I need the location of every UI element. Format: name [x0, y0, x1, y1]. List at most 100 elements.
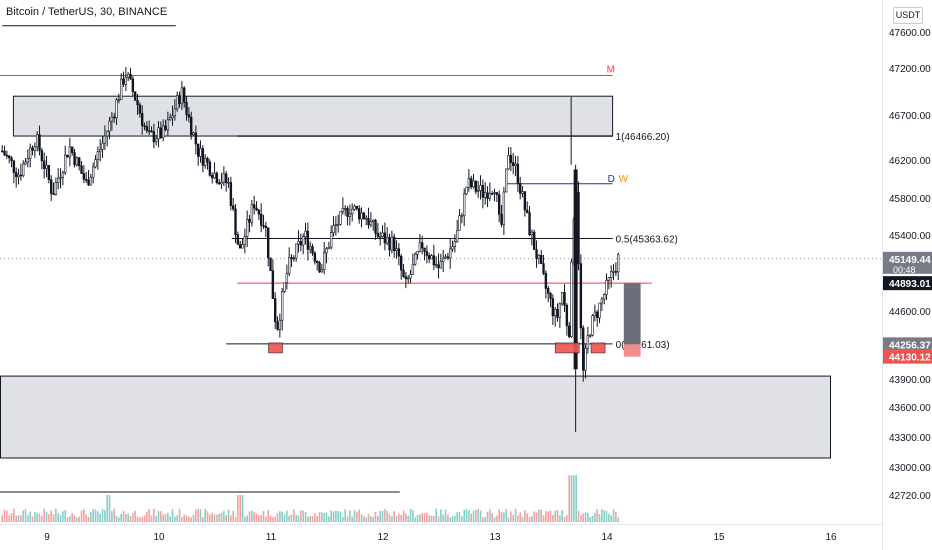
volume-bar — [589, 517, 591, 522]
candle-body — [148, 130, 151, 133]
volume-bar — [258, 515, 260, 522]
candle-body — [493, 192, 496, 194]
candle-body — [325, 248, 328, 254]
candle-body — [113, 116, 116, 119]
volume-bar — [223, 510, 225, 522]
candle-body — [204, 157, 207, 166]
candle-body — [511, 162, 515, 166]
candle-body — [525, 209, 529, 213]
candle-body — [197, 143, 200, 157]
volume-bar — [3, 509, 6, 522]
candle-body — [553, 309, 557, 317]
volume-bar — [234, 516, 237, 522]
volume-bar — [428, 515, 430, 522]
volume-bar — [197, 508, 199, 522]
candle-body — [448, 248, 452, 259]
volume-bar — [136, 516, 139, 522]
volume-bar — [153, 508, 155, 522]
candle-body — [584, 347, 587, 371]
candle-body — [236, 234, 240, 245]
candle-body — [26, 158, 30, 163]
candle-body — [106, 130, 109, 137]
candle-body — [143, 125, 146, 127]
candle-body — [397, 248, 401, 257]
volume-bar — [1, 515, 3, 522]
candle-body — [297, 241, 300, 245]
candle-body — [56, 177, 60, 183]
candle-body — [521, 191, 524, 194]
volume-bar — [339, 511, 342, 522]
volume-bar — [43, 508, 45, 522]
price-label-text: 44130.12 — [889, 353, 931, 364]
volume-bar — [38, 513, 41, 522]
candle-body — [507, 155, 510, 170]
chart-title: Bitcoin / TetherUS, 30, BINANCE — [6, 6, 168, 18]
volume-bar — [433, 515, 435, 522]
price-tick-label: 45400.00 — [889, 231, 931, 242]
volume-bar — [426, 512, 428, 522]
volume-bar — [108, 495, 111, 522]
volume-bar — [143, 515, 146, 522]
candle-body — [304, 230, 307, 238]
volume-bar — [563, 516, 566, 522]
candle-body — [66, 154, 69, 158]
candle-body — [12, 160, 16, 173]
price-label-subtext: 00:48 — [893, 265, 916, 275]
volume-bar — [232, 510, 234, 522]
candle-body — [441, 257, 445, 262]
candle-body — [563, 292, 566, 306]
volume-bar — [514, 508, 517, 522]
volume-bar — [449, 517, 451, 522]
candle-body — [602, 294, 606, 300]
candle-body — [614, 271, 618, 273]
candle-body — [616, 254, 620, 273]
volume-bar — [272, 517, 274, 522]
time-tick-label: 9 — [44, 532, 50, 543]
volume-bar — [363, 515, 365, 522]
volume-bar — [414, 517, 416, 522]
volume-bar — [150, 515, 153, 522]
volume-bar — [225, 515, 227, 522]
currency-button[interactable]: USDT — [893, 7, 923, 24]
time-tick-label: 11 — [266, 532, 277, 543]
volume-bar — [29, 511, 31, 522]
volume-bar — [87, 516, 90, 522]
volume-bar — [286, 510, 288, 522]
candle-body — [68, 146, 72, 158]
volume-bar — [388, 514, 391, 522]
volume-bar — [288, 515, 290, 522]
volume-bar — [587, 512, 589, 522]
candle-body — [467, 178, 471, 188]
candles-layer — [0, 66, 620, 432]
volume-bar — [279, 511, 281, 522]
candle-body — [332, 225, 335, 234]
candle-body — [607, 277, 611, 281]
volume-bar — [463, 509, 465, 522]
candle-body — [609, 271, 613, 278]
candle-body — [262, 225, 265, 227]
candle-body — [145, 126, 149, 132]
price-axis[interactable]: 47600.00 47200.00 46700.00 46200.00 45800.00… — [882, 0, 932, 550]
volume-bar — [517, 515, 519, 522]
candle-body — [155, 138, 158, 143]
candle-body — [364, 217, 368, 220]
candle-body — [586, 335, 590, 349]
candle-body — [173, 108, 177, 117]
candle-body — [75, 157, 79, 166]
candle-body — [488, 193, 492, 199]
candle-body — [89, 176, 93, 186]
volume-bar — [447, 514, 449, 522]
candle-body — [381, 232, 384, 237]
volume-bar — [321, 512, 323, 522]
candle-body — [502, 191, 506, 225]
volume-bar — [598, 514, 601, 522]
candle-body — [192, 132, 195, 136]
candle-body — [243, 236, 247, 245]
volume-bar — [171, 509, 174, 522]
candle-body — [301, 236, 305, 246]
time-axis[interactable]: 9 10 11 12 13 14 15 16 — [0, 524, 882, 544]
price-tick-label: 44600.00 — [889, 307, 931, 318]
volume-bar — [244, 516, 246, 522]
price-label-box — [883, 251, 932, 274]
